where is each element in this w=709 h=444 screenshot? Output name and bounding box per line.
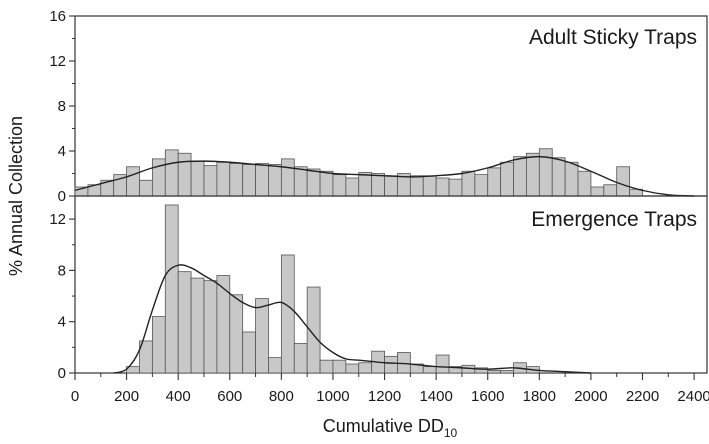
top-panel-y-tick-label: 16 (49, 8, 66, 25)
bottom-panel-bar (177, 271, 192, 374)
top-panel-bar (435, 177, 450, 197)
bottom-panel-y-ticks: 0 4 8 12 (49, 211, 75, 382)
bottom-panel-bar (500, 370, 514, 374)
x-tick-label: 2000 (574, 388, 607, 405)
top-panel-bar (603, 184, 618, 197)
top-panel-bar (280, 158, 295, 197)
top-panel-bar (538, 148, 553, 197)
top-panel-bar (409, 175, 424, 197)
x-tick-label: 0 (71, 388, 79, 405)
bottom-panel-bar (384, 355, 398, 374)
top-panel-bar (616, 166, 631, 197)
top-panel-fit-curve (74, 155, 695, 197)
top-panel-bar (461, 170, 476, 197)
bottom-panel-bar (293, 343, 308, 374)
top-panel-bar (422, 175, 437, 197)
x-axis-title-main: Cumulative DD (323, 416, 444, 436)
x-tick-label: 1000 (316, 388, 349, 405)
bottom-panel-bar (358, 362, 373, 374)
x-tick-label: 2400 (677, 388, 709, 405)
bottom-panel-bar (435, 354, 450, 374)
bottom-panel-bar (280, 254, 295, 374)
top-panel-bar (332, 174, 347, 197)
bottom-panel-bar (332, 359, 347, 374)
top-panel-bar (551, 157, 566, 197)
top-panel-y-tick-label: 0 (58, 188, 66, 205)
bottom-panel-bar (164, 204, 179, 374)
bottom-panel-bar (422, 366, 437, 374)
bottom-panel-bar (151, 316, 166, 374)
bottom-panel-y-tick-label: 4 (58, 314, 66, 331)
y-axis-title: % Annual Collection (6, 116, 26, 276)
top-panel-bars (74, 148, 643, 197)
x-axis-title: Cumulative DD10 (323, 416, 458, 440)
bottom-panel-title: Emergence Traps (531, 208, 697, 231)
top-panel-bar (126, 166, 140, 197)
top-panel-bar (487, 167, 502, 197)
top-panel-bar (577, 170, 592, 197)
top-panel-y-tick-label: 4 (58, 143, 66, 160)
top-panel-bar (203, 165, 218, 197)
x-tick-label: 1200 (368, 388, 401, 405)
x-tick-label: 2200 (626, 388, 659, 405)
bottom-panel-bar (345, 363, 360, 374)
bottom-panel: 0 4 8 12 Emergence Traps (49, 195, 708, 382)
top-panel-bar (526, 152, 540, 197)
top-panel-bar (293, 166, 308, 197)
bottom-panel-bar (268, 357, 282, 374)
top-panel-bar (229, 162, 244, 197)
top-panel-bar (164, 149, 179, 197)
top-panel-bar (448, 178, 463, 197)
top-panel-bar (513, 156, 527, 197)
x-tick-label: 1800 (523, 388, 556, 405)
top-panel-bar (177, 152, 192, 197)
top-panel-bar (255, 162, 269, 197)
top-panel-title: Adult Sticky Traps (529, 26, 697, 49)
x-tick-label: 1600 (471, 388, 504, 405)
top-panel-y-tick-label: 8 (58, 98, 66, 115)
bottom-panel-bar (190, 277, 205, 374)
top-panel-bar (306, 168, 321, 197)
bottom-panel-y-tick-label: 0 (58, 365, 66, 382)
x-tick-label: 200 (114, 388, 139, 405)
bottom-panel-y-tick-label: 12 (49, 211, 66, 228)
top-panel-bar (590, 186, 605, 197)
bottom-panel-y-tick-label: 8 (58, 262, 66, 279)
x-tick-label: 400 (166, 388, 191, 405)
top-panel: 0 4 8 12 16 Adult Sticky Traps (49, 8, 708, 205)
bottom-panel-bars (126, 204, 540, 374)
bottom-panel-bar (487, 370, 502, 374)
top-panel-bar (216, 161, 231, 197)
top-panel-bar (268, 164, 282, 197)
x-tick-label: 1400 (419, 388, 452, 405)
bottom-panel-bar (216, 275, 231, 374)
x-axis-ticks: 0 200 400 600 800 1000 1200 1400 1600 1800 2000 220… (71, 373, 709, 405)
bottom-panel-fit-curve (113, 264, 591, 374)
top-panel-y-ticks: 0 4 8 12 16 (49, 8, 75, 205)
x-axis-title-subscript: 10 (444, 426, 458, 440)
bottom-panel-bar (255, 298, 269, 374)
top-panel-bar (500, 161, 514, 197)
top-panel-bar (139, 179, 153, 197)
top-panel-bar (358, 171, 373, 197)
top-panel-bar (474, 174, 489, 197)
top-panel-bar (345, 177, 360, 197)
top-panel-bar (190, 160, 205, 197)
top-panel-bar (384, 175, 398, 197)
x-tick-label: 600 (217, 388, 242, 405)
bottom-panel-bar (229, 294, 244, 374)
top-panel-bar (319, 170, 334, 197)
bottom-panel-bar (242, 331, 256, 374)
x-tick-label: 800 (269, 388, 294, 405)
bottom-panel-bar (203, 280, 218, 374)
top-panel-bar (371, 173, 385, 197)
top-panel-bar (564, 161, 579, 197)
top-panel-bar (242, 164, 256, 197)
bottom-panel-bar (319, 359, 334, 374)
bottom-panel-bar (306, 286, 321, 374)
top-panel-y-tick-label: 12 (49, 53, 66, 70)
